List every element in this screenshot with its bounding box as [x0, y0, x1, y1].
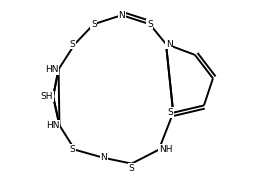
Text: N: N	[118, 11, 125, 20]
Text: S: S	[147, 20, 153, 29]
Text: HN: HN	[46, 121, 60, 130]
Text: HN: HN	[45, 65, 58, 74]
Text: NH: NH	[159, 145, 172, 154]
Text: S: S	[69, 39, 75, 49]
Text: S: S	[129, 164, 135, 173]
Text: N: N	[166, 39, 173, 49]
Text: S: S	[91, 20, 97, 29]
Text: SH: SH	[41, 92, 53, 101]
Text: N: N	[100, 153, 107, 162]
Text: S: S	[69, 145, 75, 154]
Text: S: S	[167, 108, 173, 117]
